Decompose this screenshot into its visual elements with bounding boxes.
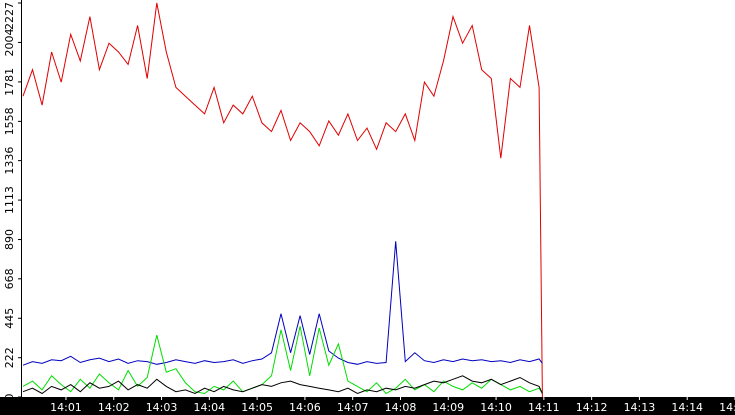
x-tick-label: 14:08 bbox=[385, 401, 417, 414]
series-line bbox=[22, 2, 543, 398]
y-tick-label: 1113 bbox=[3, 186, 16, 214]
x-axis-bar bbox=[0, 397, 735, 415]
y-tick-label: 1781 bbox=[3, 68, 16, 96]
y-tick-label: 1558 bbox=[3, 107, 16, 135]
x-tick-label: 14:13 bbox=[624, 401, 656, 414]
y-tick-label: 445 bbox=[3, 308, 16, 329]
x-tick-label: 14:03 bbox=[146, 401, 178, 414]
y-tick-label: 0 bbox=[3, 394, 16, 401]
y-tick-label: 1336 bbox=[3, 147, 16, 175]
y-tick-label: 890 bbox=[3, 229, 16, 250]
y-tick-label: 668 bbox=[3, 268, 16, 289]
series-line bbox=[22, 241, 543, 366]
x-tick-label: 14:05 bbox=[241, 401, 273, 414]
x-tick-label: 14:14 bbox=[671, 401, 703, 414]
x-tick-label: 14:12 bbox=[576, 401, 608, 414]
x-tick-label: 14:06 bbox=[289, 401, 321, 414]
x-tick-label: 14:01 bbox=[50, 401, 82, 414]
y-tick-label: 2227 bbox=[3, 2, 16, 30]
x-tick-label: 14:15 bbox=[719, 401, 735, 414]
y-tick-label: 2004 bbox=[3, 28, 16, 56]
x-tick-label: 14:04 bbox=[193, 401, 225, 414]
x-tick-label: 14:11 bbox=[528, 401, 560, 414]
x-tick-label: 14:02 bbox=[98, 401, 130, 414]
x-tick-label: 14:07 bbox=[337, 401, 369, 414]
series-line bbox=[22, 375, 543, 395]
series-line bbox=[22, 326, 543, 395]
y-tick-label: 222 bbox=[3, 347, 16, 368]
x-tick-label: 14:09 bbox=[432, 401, 464, 414]
x-tick-label: 14:10 bbox=[480, 401, 512, 414]
